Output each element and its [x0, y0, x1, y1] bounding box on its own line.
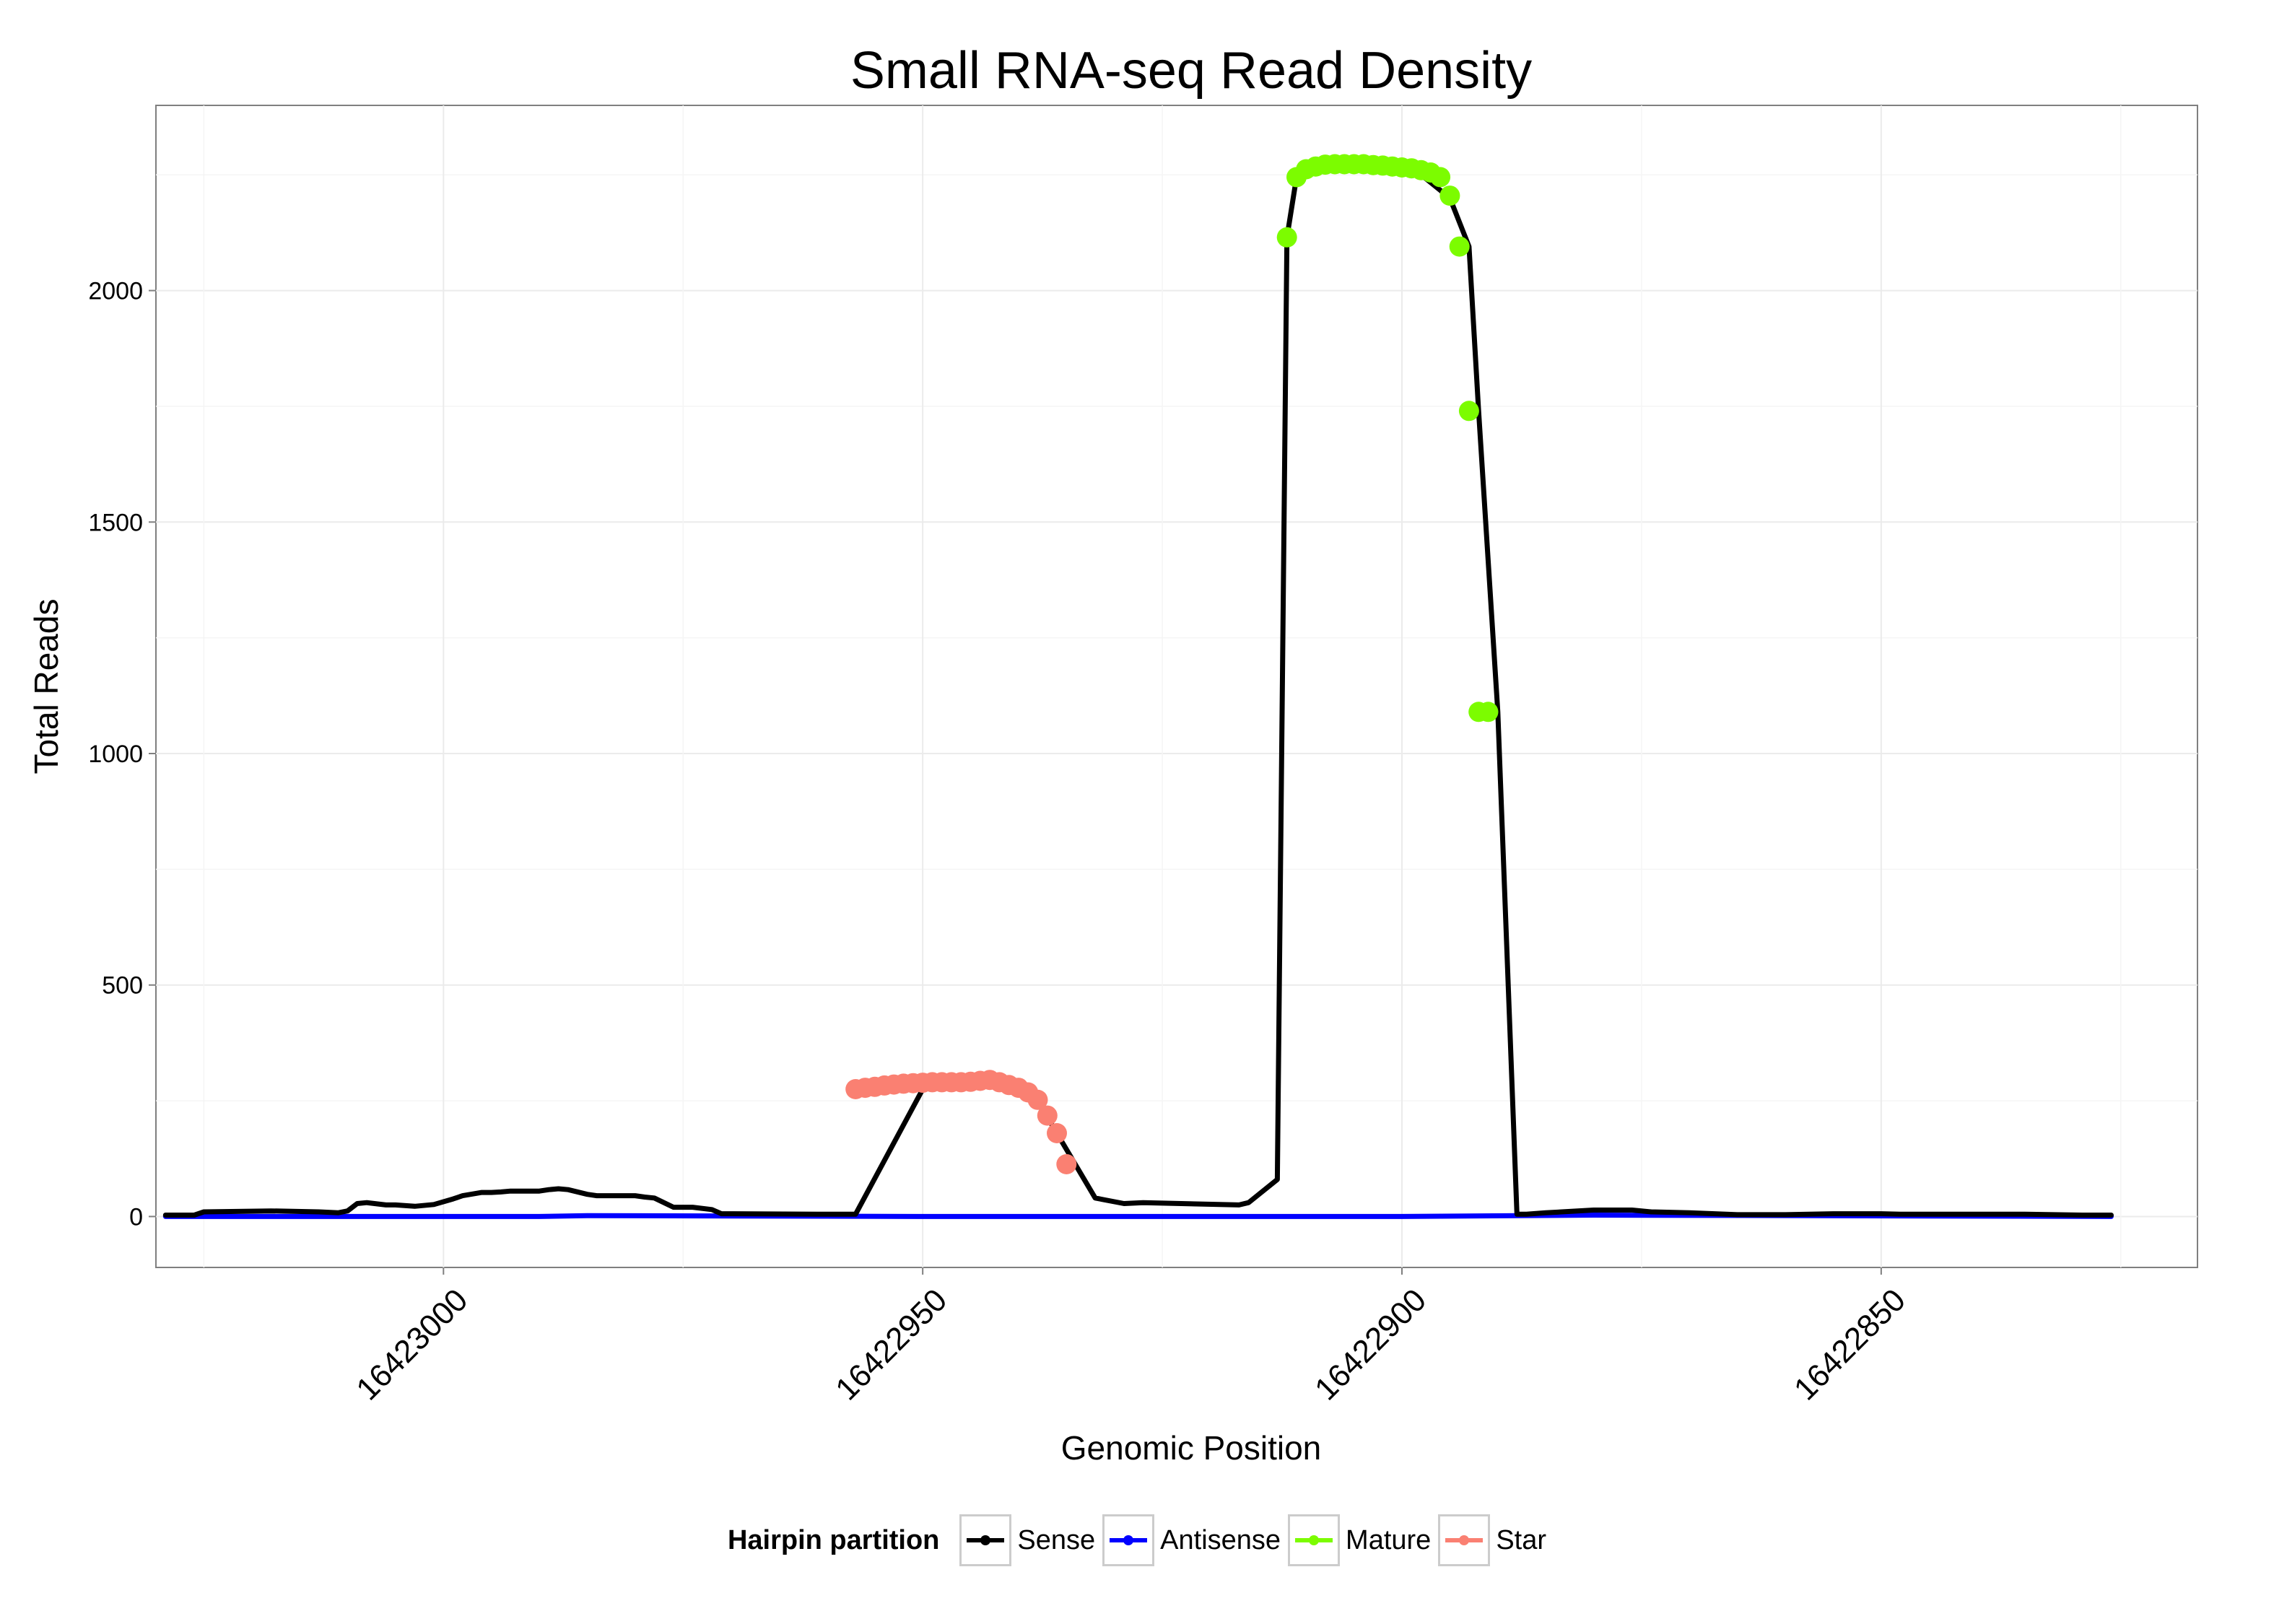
legend-label-mature: Mature [1346, 1524, 1432, 1555]
legend-title: Hairpin partition [727, 1524, 940, 1555]
star-point [1027, 1089, 1048, 1110]
legend-item-mature: Mature [1288, 1514, 1431, 1566]
mature-point [1439, 185, 1460, 206]
chart-title: Small RNA-seq Read Density [850, 42, 1532, 100]
star-point [1056, 1154, 1077, 1174]
mature-point [1449, 236, 1470, 257]
legend-label-antisense: Antisense [1160, 1524, 1281, 1555]
y-axis-ticks: 0 500 1000 1500 2000 [88, 278, 156, 1231]
x-tick-label: 16422950 [829, 1282, 954, 1407]
mature-point [1430, 167, 1451, 188]
legend-key-sense [959, 1514, 1012, 1566]
legend-item-star: Star [1438, 1514, 1546, 1566]
star-point [1047, 1123, 1067, 1143]
mature-point [1276, 227, 1297, 248]
legend-label-sense: Sense [1017, 1524, 1096, 1555]
legend-key-antisense [1102, 1514, 1155, 1566]
legend: Hairpin partition Sense Antisense Mature… [0, 1506, 2274, 1575]
legend-key-star [1438, 1514, 1491, 1566]
legend-item-sense: Sense [959, 1514, 1095, 1566]
x-axis-label: Genomic Position [1061, 1429, 1322, 1467]
y-tick-label: 1500 [88, 509, 143, 536]
x-axis-ticks: 16423000 16422950 16422900 16422850 [349, 1267, 1912, 1407]
mature-point [1478, 702, 1499, 722]
legend-item-antisense: Antisense [1102, 1514, 1281, 1566]
x-tick-label: 16423000 [349, 1282, 474, 1407]
y-tick-label: 1000 [88, 741, 143, 768]
x-tick-label: 16422850 [1787, 1282, 1912, 1407]
legend-key-mature [1288, 1514, 1341, 1566]
mature-point [1458, 401, 1479, 422]
y-tick-label: 2000 [88, 278, 143, 305]
plot-panel [155, 105, 2198, 1268]
y-tick-label: 0 [129, 1203, 143, 1231]
antisense-series-line [162, 1213, 2114, 1219]
y-axis-label: Total Reads [27, 599, 65, 774]
series-layer [162, 154, 2114, 1219]
legend-label-star: Star [1496, 1524, 1547, 1555]
x-tick-label: 16422900 [1308, 1282, 1433, 1407]
star-point [1037, 1105, 1058, 1126]
y-tick-label: 500 [102, 972, 143, 1000]
